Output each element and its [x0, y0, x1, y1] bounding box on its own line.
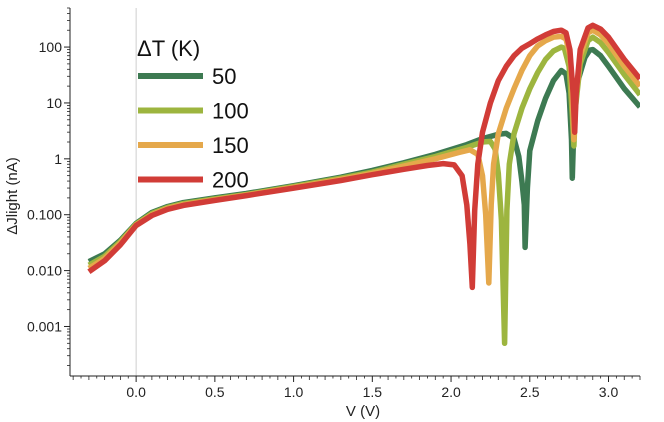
- y-tick-label: 0.100: [27, 207, 62, 223]
- x-tick-label: 1.5: [363, 384, 383, 400]
- legend-label-50: 50: [212, 64, 236, 89]
- series-layer: [87, 22, 640, 347]
- y-tick-label: 10: [46, 95, 62, 111]
- legend-title: ΔT (K): [137, 36, 200, 61]
- series-line-150: [87, 27, 640, 286]
- y-axis-title: ΔJlight (nA): [4, 157, 21, 235]
- y-tick-label: 0.010: [27, 263, 62, 279]
- x-tick-label: 3.0: [599, 384, 619, 400]
- series-line-200: [87, 22, 640, 291]
- y-ticks: 0.001 0.010 0.100 1 10 100: [27, 7, 70, 366]
- x-tick-label: 1.0: [284, 384, 304, 400]
- y-tick-label: 0.001: [27, 318, 62, 334]
- series-line-100: [87, 34, 640, 347]
- legend-label-150: 150: [212, 133, 249, 158]
- x-tick-label: 2.5: [520, 384, 540, 400]
- axes-layer: [69, 8, 640, 377]
- legend: ΔT (K) 50 100 150 200: [137, 36, 249, 193]
- x-tick-label: 2.0: [441, 384, 461, 400]
- x-axis-title: V (V): [346, 403, 380, 420]
- legend-label-200: 200: [212, 168, 249, 193]
- legend-label-100: 100: [212, 99, 249, 124]
- x-tick-label: 0.0: [126, 384, 146, 400]
- y-tick-label: 1: [54, 151, 62, 167]
- x-ticks: 0.0 0.5 1.0 1.5 2.0 2.5 3.0: [72, 376, 641, 400]
- y-tick-label: 100: [39, 39, 63, 55]
- x-tick-label: 0.5: [205, 384, 225, 400]
- series-line-50: [87, 46, 640, 265]
